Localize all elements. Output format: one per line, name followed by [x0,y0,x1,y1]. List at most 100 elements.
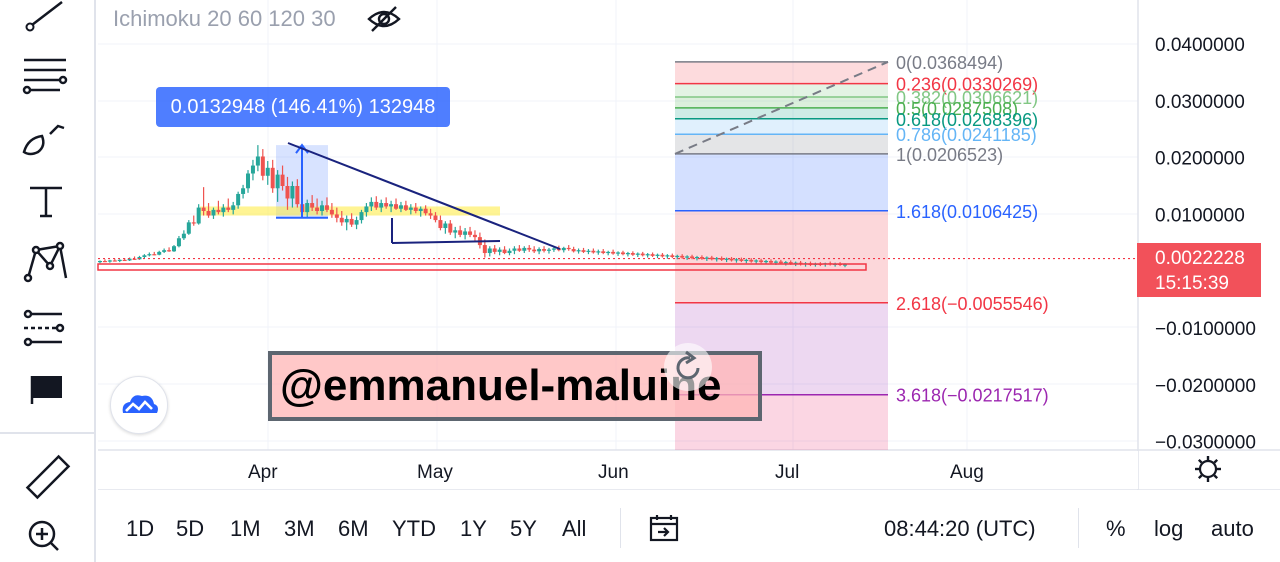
calendar-goto-icon[interactable] [648,514,680,544]
candle-body [635,253,640,255]
candle-body [458,230,463,235]
candle-body [527,247,532,250]
candle-body [176,238,181,247]
candle-body [280,174,285,186]
candle-body [759,260,764,263]
candle-body [172,246,177,252]
fib-level-label: 0.786(0.0241185) [896,125,1037,145]
candle-body [576,250,581,252]
trend-line-icon[interactable] [25,1,63,32]
candle-body [650,254,655,256]
fib-zone [675,118,888,135]
auto-scale-toggle[interactable]: auto [1211,516,1254,541]
candle-body [428,213,433,216]
price-axis-label: 0.0300000 [1155,92,1245,113]
zoom-in-icon[interactable] [28,520,59,551]
fib-level-label: 0.236(0.0330269) [896,75,1038,95]
range-1d[interactable]: 1D [126,516,155,541]
descending-trendline [287,142,561,250]
range-ytd[interactable]: YTD [392,516,436,541]
candle-body [512,248,517,251]
candle-body [744,259,749,262]
candle-body [665,255,670,257]
candle-body [492,248,497,252]
candle-body [685,256,690,258]
measure-callout: 0.0132948 (146.41%) 132948 [156,87,450,127]
candle-body [660,254,665,257]
candle-body [403,205,408,210]
text-tool-icon[interactable] [30,186,62,218]
cloud-logo-icon [122,395,158,413]
candle-body [216,209,221,213]
fib-level-label: 0.618(0.0268396) [896,110,1038,130]
candle-body [112,260,117,262]
candle-body [739,259,744,261]
range-3m[interactable]: 3M [284,516,315,541]
reset-chart-button[interactable] [664,343,712,391]
candle-body [398,205,403,209]
support-band [97,263,867,271]
candle-body [275,174,280,189]
candle-body [714,258,719,260]
candle-body [152,254,157,256]
time-axis-label: May [417,462,453,483]
candle-body [551,248,556,250]
percent-scale-toggle[interactable]: % [1106,516,1126,541]
candle-body [290,186,295,199]
flag-icon[interactable] [30,376,62,404]
eye-off-icon[interactable] [366,5,402,33]
candle-body [117,259,122,262]
indicator-legend[interactable]: Ichimoku 20 60 120 30 [113,6,401,32]
candle-body [517,248,522,251]
horizontal-lines-icon[interactable] [22,58,68,95]
candle-body [310,203,315,208]
candle-body [487,248,492,254]
log-scale-toggle[interactable]: log [1154,516,1184,541]
candle-body [694,257,699,259]
forecast-tool-icon[interactable] [23,309,65,347]
candle-body [734,259,739,261]
indicator-label: Ichimoku 20 60 120 30 [113,6,336,31]
candle-body [186,222,191,234]
utc-clock[interactable]: 08:44:20 (UTC) [884,516,1036,541]
brush-icon[interactable] [22,124,65,156]
candle-body [724,258,729,260]
candle-body [472,234,477,238]
candle-body [206,210,211,216]
current-price: 0.0022228 [1155,248,1245,269]
bar-countdown: 15:15:39 [1155,273,1229,294]
candle-body [625,253,630,255]
candle-body [122,259,127,262]
candle-body [334,214,339,218]
ruler-icon[interactable] [25,454,71,500]
range-1m[interactable]: 1M [230,516,261,541]
logo-button[interactable] [110,376,168,434]
range-all[interactable]: All [562,516,587,541]
price-axis-label: −0.0100000 [1155,319,1256,340]
candle-body [354,220,359,225]
candle-body [384,203,389,207]
gear-icon[interactable] [1195,456,1221,482]
candle-body [768,260,773,263]
range-5y[interactable]: 5Y [510,516,537,541]
range-6m[interactable]: 6M [338,516,369,541]
candle-body [773,261,778,263]
fib-zone [675,61,888,84]
candle-body [265,167,270,176]
range-1y[interactable]: 1Y [460,516,487,541]
candle-body [107,260,112,262]
candle-body [127,258,132,261]
candle-body [778,261,783,264]
range-5d[interactable]: 5D [176,516,205,541]
candle-body [369,201,374,207]
fib-level-label: 0.5(0.0287508) [896,99,1018,119]
candle-body [349,218,354,225]
bottom-toolbar [98,490,1280,562]
candle-body [320,205,325,211]
candle-body [611,251,616,254]
pattern-tool-icon[interactable] [23,241,68,283]
candle-body [601,251,606,254]
candle-body [408,207,413,210]
candle-body [344,218,349,223]
